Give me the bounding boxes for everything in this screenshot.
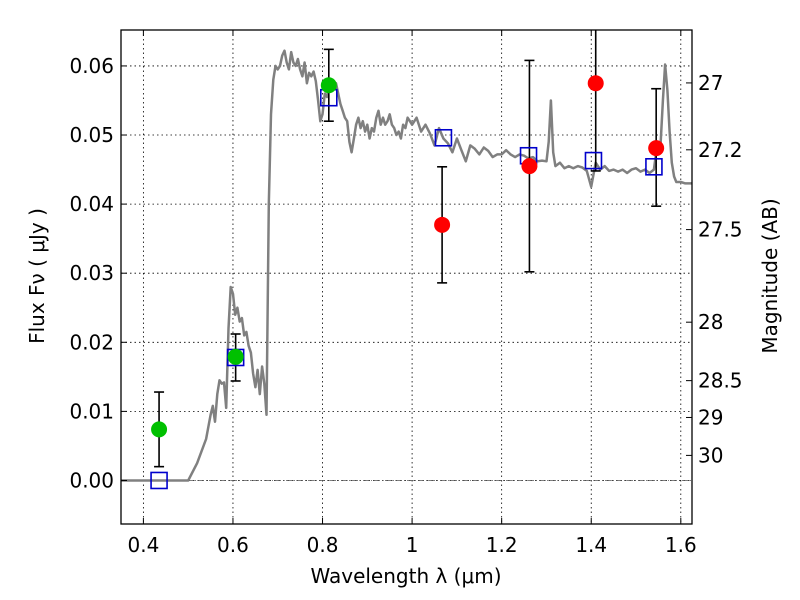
- magnitude-tick-labels: 27 27.2 27.5 28 28.5 29 30: [698, 71, 743, 467]
- green-data-point: [151, 421, 168, 438]
- magnitude-tick-label: 30: [698, 443, 723, 467]
- magnitude-tick-label: 27.5: [698, 218, 743, 242]
- model-sed-line: [121, 49, 692, 482]
- y-tick-label: 0.06: [69, 54, 114, 78]
- x-tick-label: 0.4: [127, 533, 159, 557]
- y-tick-label: 0.02: [69, 330, 114, 354]
- plot-frame: [120, 29, 693, 525]
- model-square-marker: [150, 471, 168, 490]
- magnitude-tick-label: 27.2: [698, 138, 743, 162]
- x-tick-label: 1.2: [486, 533, 518, 557]
- magnitude-tick-label: 29: [698, 405, 723, 429]
- y-tick-label: 0.01: [69, 399, 114, 423]
- x-tick-label: 0.6: [217, 533, 249, 557]
- magnitude-tick-label: 28.5: [698, 369, 743, 393]
- x-tick-label: 1.6: [665, 533, 697, 557]
- magnitude-tick-label: 28: [698, 310, 723, 334]
- y-tick-label: 0.03: [69, 261, 114, 285]
- red-data-point: [434, 216, 451, 233]
- y-tick-label: 0.05: [69, 123, 114, 147]
- red-data-point: [521, 158, 538, 175]
- model-square-marker: [584, 151, 603, 170]
- model-sed-layer: [121, 49, 692, 482]
- model-square-marker: [434, 128, 453, 147]
- x-tick-label: 1: [406, 533, 419, 557]
- x-axis-label: Wavelength λ (μm): [310, 564, 501, 588]
- green-data-point: [320, 77, 337, 94]
- red-data-point: [648, 140, 665, 157]
- y-tick-label: 0.00: [69, 468, 114, 492]
- marker-layer: [150, 75, 665, 490]
- tick-layer: [121, 30, 692, 524]
- x-tick-labels: 0.4 0.6 0.8 1 1.2 1.4 1.6: [127, 533, 696, 557]
- green-data-point: [227, 348, 244, 365]
- y-axis-label: Flux Fν ( μJy ): [25, 208, 49, 344]
- y-tick-labels: 0.00 0.01 0.02 0.03 0.04 0.05 0.06: [69, 54, 114, 493]
- model-square-marker: [645, 158, 663, 176]
- x-tick-label: 0.8: [307, 533, 339, 557]
- y-tick-label: 0.04: [69, 192, 114, 216]
- red-data-point: [587, 75, 604, 92]
- x-tick-label: 1.4: [575, 533, 607, 557]
- magnitude-axis-label: Magnitude (AB): [758, 198, 782, 353]
- magnitude-tick-label: 27: [698, 71, 723, 95]
